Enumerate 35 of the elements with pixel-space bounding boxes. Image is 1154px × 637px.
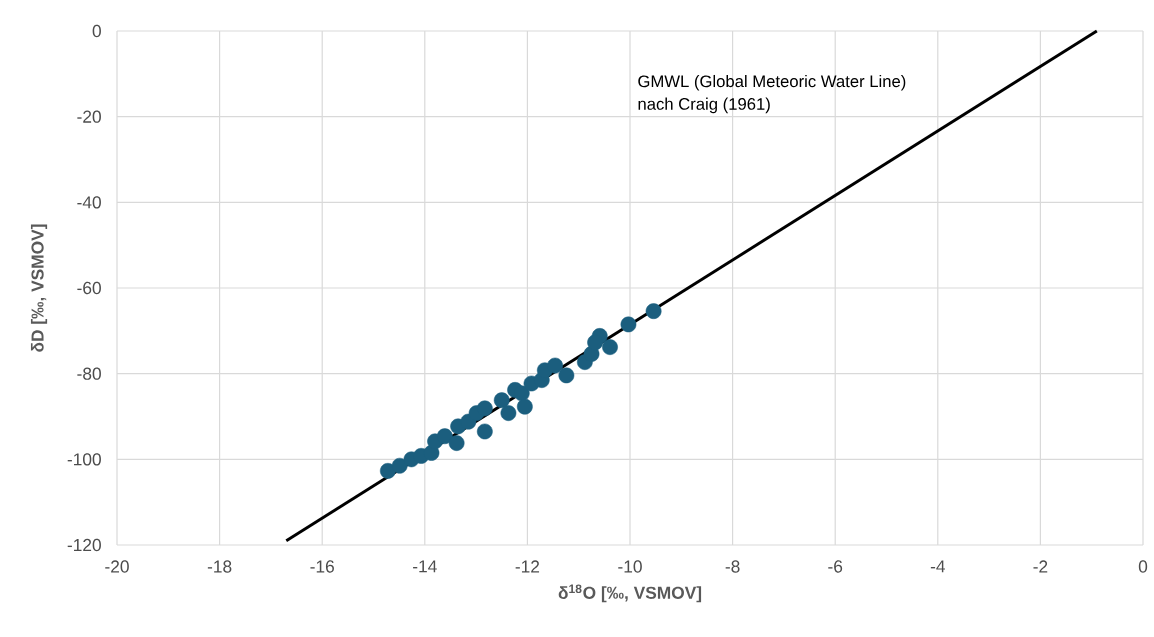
x-tick-label: -14 bbox=[413, 560, 437, 573]
y-axis-title: δD [‰, VSMOV] bbox=[30, 224, 48, 352]
x-tick-label: -20 bbox=[105, 560, 129, 573]
point bbox=[547, 357, 563, 374]
point bbox=[620, 316, 637, 333]
point bbox=[436, 428, 453, 445]
y-tick-label: -20 bbox=[77, 110, 101, 123]
y-tick-label: -60 bbox=[77, 281, 101, 295]
y-tick-label: -120 bbox=[67, 538, 101, 552]
x-tick-label: -4 bbox=[930, 560, 946, 573]
x-tick-label: -18 bbox=[207, 560, 232, 573]
y-tick-label: -80 bbox=[77, 367, 101, 380]
x-tick-label: -12 bbox=[515, 560, 540, 573]
point bbox=[476, 400, 493, 417]
y-tick-label: -100 bbox=[67, 453, 101, 466]
x-tick-label: -16 bbox=[310, 560, 334, 573]
point bbox=[500, 405, 517, 421]
point bbox=[558, 367, 575, 384]
x-tick-label: -2 bbox=[1033, 560, 1048, 573]
y-tick-label: 0 bbox=[92, 24, 101, 38]
y-tick-label: -40 bbox=[77, 196, 101, 209]
x-axis-title: δ$^{18}$O [‰, VSMOV] bbox=[558, 584, 702, 603]
x-tick-label: -6 bbox=[828, 560, 843, 573]
point bbox=[645, 303, 662, 319]
point bbox=[587, 334, 603, 351]
x-tick-label: -8 bbox=[725, 560, 740, 573]
point bbox=[476, 423, 493, 440]
x-tick-label: 0 bbox=[1138, 560, 1148, 573]
point bbox=[602, 339, 618, 355]
point bbox=[516, 398, 533, 415]
point bbox=[493, 392, 510, 409]
annotation: GMWL (Global Meteoric Water Line) nach Craig (1961) bbox=[638, 74, 906, 114]
x-tick-label: -10 bbox=[618, 560, 642, 573]
point bbox=[391, 457, 408, 474]
point bbox=[448, 435, 465, 451]
